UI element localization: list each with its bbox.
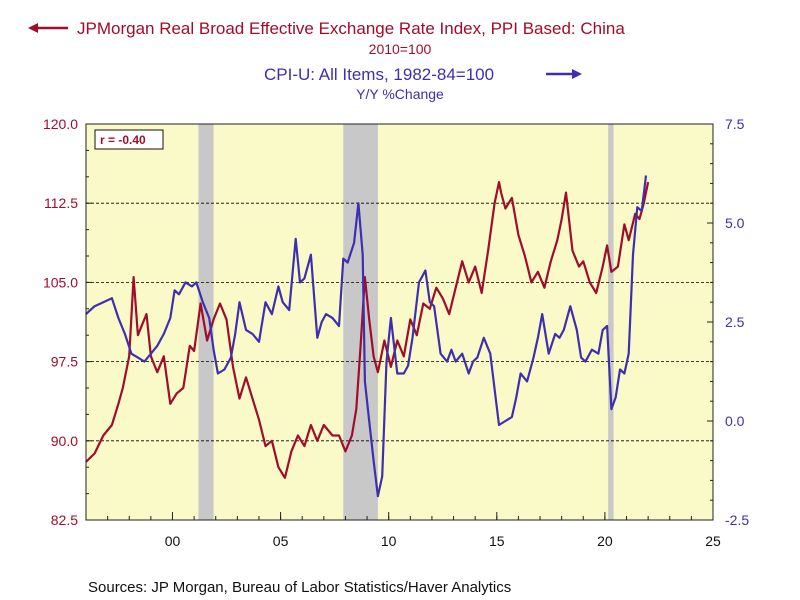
right-tick-label-0: -2.5 xyxy=(725,512,749,528)
x-axis: 00 05 10 15 20 25 xyxy=(85,512,721,549)
correlation-box: r = -0.40 xyxy=(94,129,164,150)
title-right-group: CPI-U: All Items, 1982-84=100 xyxy=(264,65,582,84)
correlation-box-frame xyxy=(94,129,164,150)
right-arrow-icon xyxy=(572,69,582,79)
right-tick-label-2: 2.5 xyxy=(725,314,745,330)
subtitle-right: Y/Y %Change xyxy=(356,86,444,102)
left-tick-label-5: 120.0 xyxy=(43,116,78,132)
recession-band-2 xyxy=(608,124,614,520)
left-axis: 82.5 90.0 97.5 105.0 112.5 120.0 xyxy=(43,116,92,528)
subtitle-left: 2010=100 xyxy=(369,41,432,57)
correlation-label: r = -0.40 xyxy=(100,133,146,147)
source-note: Sources: JP Morgan, Bureau of Labor Stat… xyxy=(88,579,511,596)
x-tick-label-3: 15 xyxy=(489,533,505,549)
title-left-group: JPMorgan Real Broad Effective Exchange R… xyxy=(28,19,625,38)
left-arrow-icon xyxy=(28,23,38,33)
right-tick-label-4: 7.5 xyxy=(725,116,745,132)
left-tick-label-0: 82.5 xyxy=(51,512,78,528)
recession-band-0 xyxy=(198,124,214,520)
right-tick-label-3: 5.0 xyxy=(725,215,745,231)
x-tick-label-4: 20 xyxy=(597,533,613,549)
left-tick-label-2: 97.5 xyxy=(51,354,78,370)
series-lines xyxy=(85,175,650,498)
right-axis: -2.5 0.0 2.5 5.0 7.5 xyxy=(707,116,749,528)
plot-area xyxy=(86,124,713,520)
x-tick-label-1: 05 xyxy=(273,533,289,549)
left-tick-label-4: 112.5 xyxy=(44,195,78,211)
left-series-line xyxy=(85,181,650,479)
right-series-line xyxy=(85,175,648,498)
x-tick-label-0: 00 xyxy=(165,533,181,549)
x-tick-label-5: 25 xyxy=(705,533,721,549)
title-right: CPI-U: All Items, 1982-84=100 xyxy=(264,65,494,84)
x-tick-label-2: 10 xyxy=(381,533,397,549)
title-left: JPMorgan Real Broad Effective Exchange R… xyxy=(77,19,625,38)
left-tick-label-1: 90.0 xyxy=(51,433,78,449)
left-tick-label-3: 105.0 xyxy=(43,274,78,290)
right-tick-label-1: 0.0 xyxy=(725,413,745,429)
